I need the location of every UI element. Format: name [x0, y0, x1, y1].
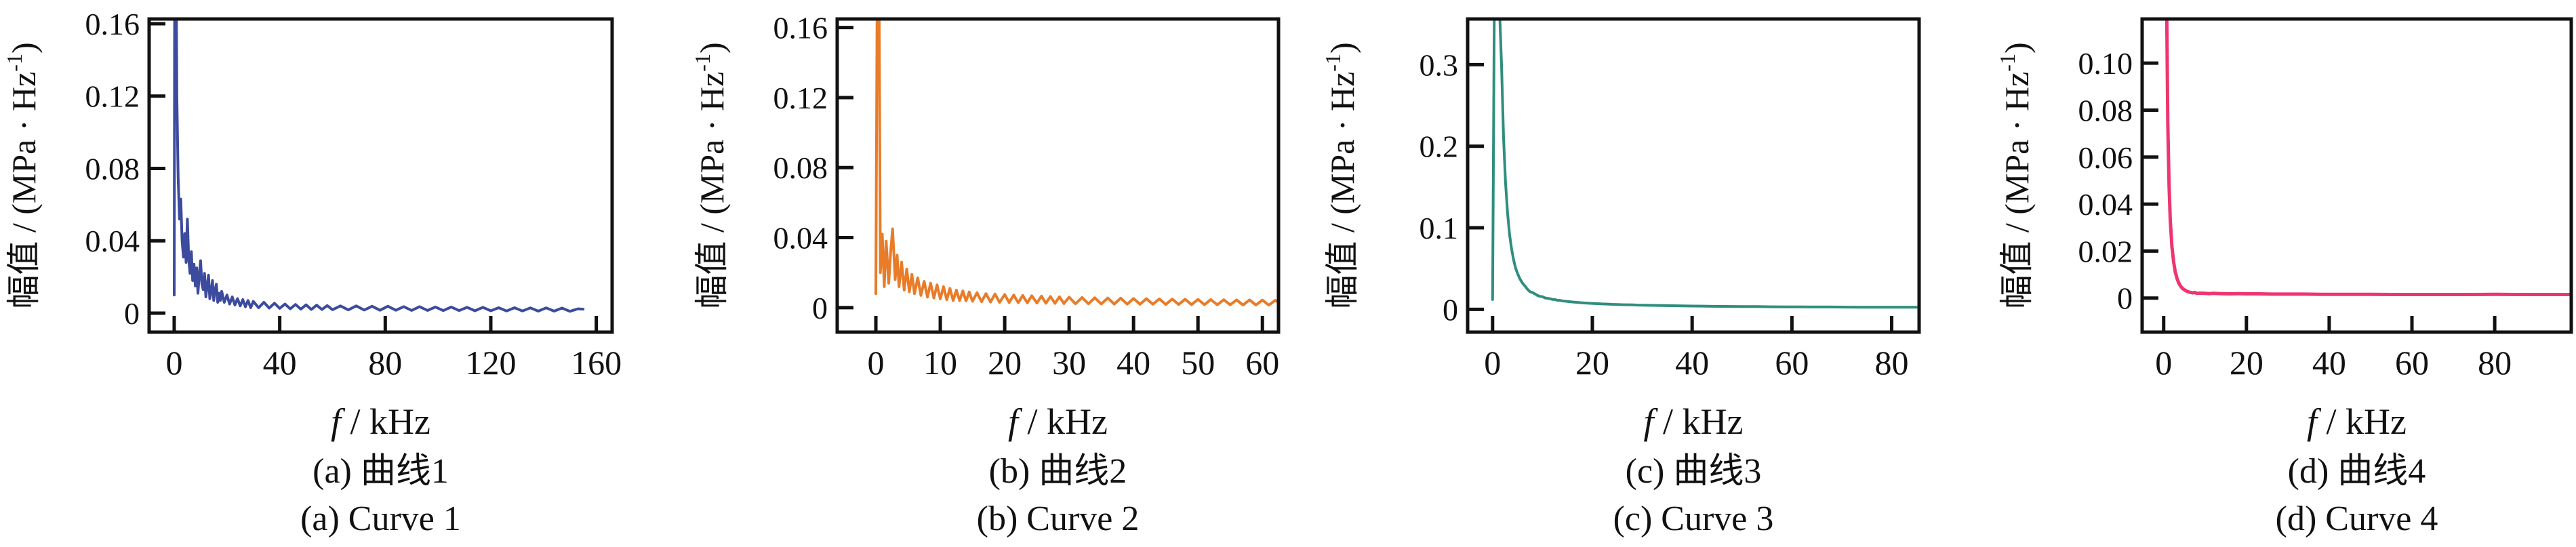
y-tick-label: 0.08: [85, 151, 140, 186]
x-tick-label: 40: [1675, 344, 1709, 382]
x-tick-label: 60: [1775, 344, 1809, 382]
y-tick-label: 0: [812, 291, 828, 325]
spectrum-panel-a: 0 0.04 0.08 0.12 0.16 0 40 80 120 160 f / kHz 幅值 / …: [0, 0, 644, 544]
x-tick-label: 50: [1181, 344, 1215, 382]
plot-area-c: [1468, 19, 1919, 332]
spectrum-chart-b: 0 0.04 0.08 0.12 0.16 0 10 20 30 40 50 60 f / kHz 幅值 …: [690, 11, 1281, 538]
x-tick-label: 20: [988, 344, 1022, 382]
y-tick-label: 0.12: [773, 81, 828, 115]
y-tick-label: 0.08: [773, 150, 828, 185]
caption-en-d: (d) Curve 4: [2276, 500, 2438, 538]
x-tick-label: 160: [571, 344, 622, 382]
y-tick-label: 0.06: [2078, 140, 2133, 175]
y-tick-label: 0.12: [85, 79, 140, 114]
spectrum-chart-c: 0 0.1 0.2 0.3 0 20 40 60 80 f / kHz 幅值 / (MPa · Hz…: [1321, 17, 1921, 538]
spectrum-curve-a: [173, 19, 585, 313]
spectrum-panel-d: 0 0.02 0.04 0.06 0.08 0.10 0 20 40 60 80 f / kHz 幅值 …: [1932, 0, 2576, 544]
x-tick-label: 30: [1052, 344, 1086, 382]
x-tick-label: 10: [923, 344, 957, 382]
x-tick-label: 0: [868, 344, 885, 382]
caption-cn-a: (a) 曲线1: [313, 452, 449, 491]
y-tick-label: 0: [124, 296, 140, 331]
x-tick-label: 40: [1116, 344, 1150, 382]
x-tick-label: 60: [2395, 344, 2429, 382]
y-axis-label-d: 幅值 / (MPa · Hz-1): [1995, 42, 2036, 308]
y-tick-label: 0.1: [1420, 211, 1459, 245]
y-tick-label: 0.16: [773, 11, 828, 45]
x-tick-label: 0: [165, 344, 182, 382]
spectrum-panel-b: 0 0.04 0.08 0.12 0.16 0 10 20 30 40 50 60 f / kHz 幅值 …: [644, 0, 1288, 544]
x-tick-label: 0: [2155, 344, 2172, 382]
x-tick-label: 80: [368, 344, 402, 382]
spectrum-chart-d: 0 0.02 0.04 0.06 0.08 0.10 0 20 40 60 80 f / kHz 幅值 …: [1995, 17, 2573, 538]
caption-cn-d: (d) 曲线4: [2288, 452, 2426, 491]
caption-en-b: (b) Curve 2: [977, 500, 1140, 538]
spectrum-curve-d: [2165, 19, 2571, 296]
y-tick-label: 0.10: [2078, 46, 2133, 81]
x-axis-label-b: f / kHz: [1008, 401, 1108, 442]
x-tick-label: 40: [2312, 344, 2346, 382]
caption-cn-c: (c) 曲线3: [1626, 452, 1762, 491]
y-tick-label: 0.02: [2078, 234, 2133, 268]
plot-frame-b: [835, 17, 1281, 334]
x-tick-label: 20: [2230, 344, 2263, 382]
x-tick-label: 80: [2478, 344, 2512, 382]
y-tick-label: 0.16: [85, 7, 140, 41]
y-axis-label-b: 幅值 / (MPa · Hz-1): [690, 42, 731, 308]
spectrum-chart-a: 0 0.04 0.08 0.12 0.16 0 40 80 120 160 f / kHz 幅值 / …: [2, 7, 622, 538]
y-tick-label: 0: [1443, 292, 1458, 327]
plot-area-a: [149, 19, 612, 332]
y-tick-label: 0.3: [1420, 47, 1459, 82]
spectrum-curve-c: [1491, 19, 1919, 309]
y-axis-label-c: 幅值 / (MPa · Hz-1): [1321, 42, 1361, 308]
caption-en-a: (a) Curve 1: [300, 500, 461, 538]
x-axis-label-d: f / kHz: [2307, 401, 2407, 442]
x-tick-label: 60: [1245, 344, 1279, 382]
y-tick-label: 0.2: [1420, 129, 1459, 164]
plot-frame-a: [147, 17, 614, 334]
x-tick-label: 20: [1575, 344, 1609, 382]
caption-en-c: (c) Curve 3: [1613, 500, 1774, 538]
x-tick-label: 0: [1484, 344, 1501, 382]
y-tick-label: 0.04: [2078, 187, 2133, 222]
plot-frame-d: [2140, 17, 2573, 334]
y-tick-label: 0.08: [2078, 93, 2133, 127]
caption-cn-b: (b) 曲线2: [989, 452, 1127, 491]
x-tick-label: 80: [1875, 344, 1909, 382]
y-tick-label: 0.04: [85, 224, 140, 258]
x-tick-label: 120: [465, 344, 516, 382]
spectrum-panel-c: 0 0.1 0.2 0.3 0 20 40 60 80 f / kHz 幅值 / (MPa · Hz…: [1288, 0, 1932, 544]
x-axis-label-c: f / kHz: [1644, 401, 1744, 442]
x-axis-label-a: f / kHz: [331, 401, 430, 442]
y-tick-label: 0.04: [773, 221, 828, 256]
x-tick-label: 40: [263, 344, 297, 382]
y-tick-label: 0: [2117, 281, 2133, 316]
y-axis-label-a: 幅值 / (MPa · Hz-1): [2, 42, 43, 308]
spectrum-curve-b: [874, 19, 1279, 307]
plot-area-d: [2142, 19, 2571, 332]
